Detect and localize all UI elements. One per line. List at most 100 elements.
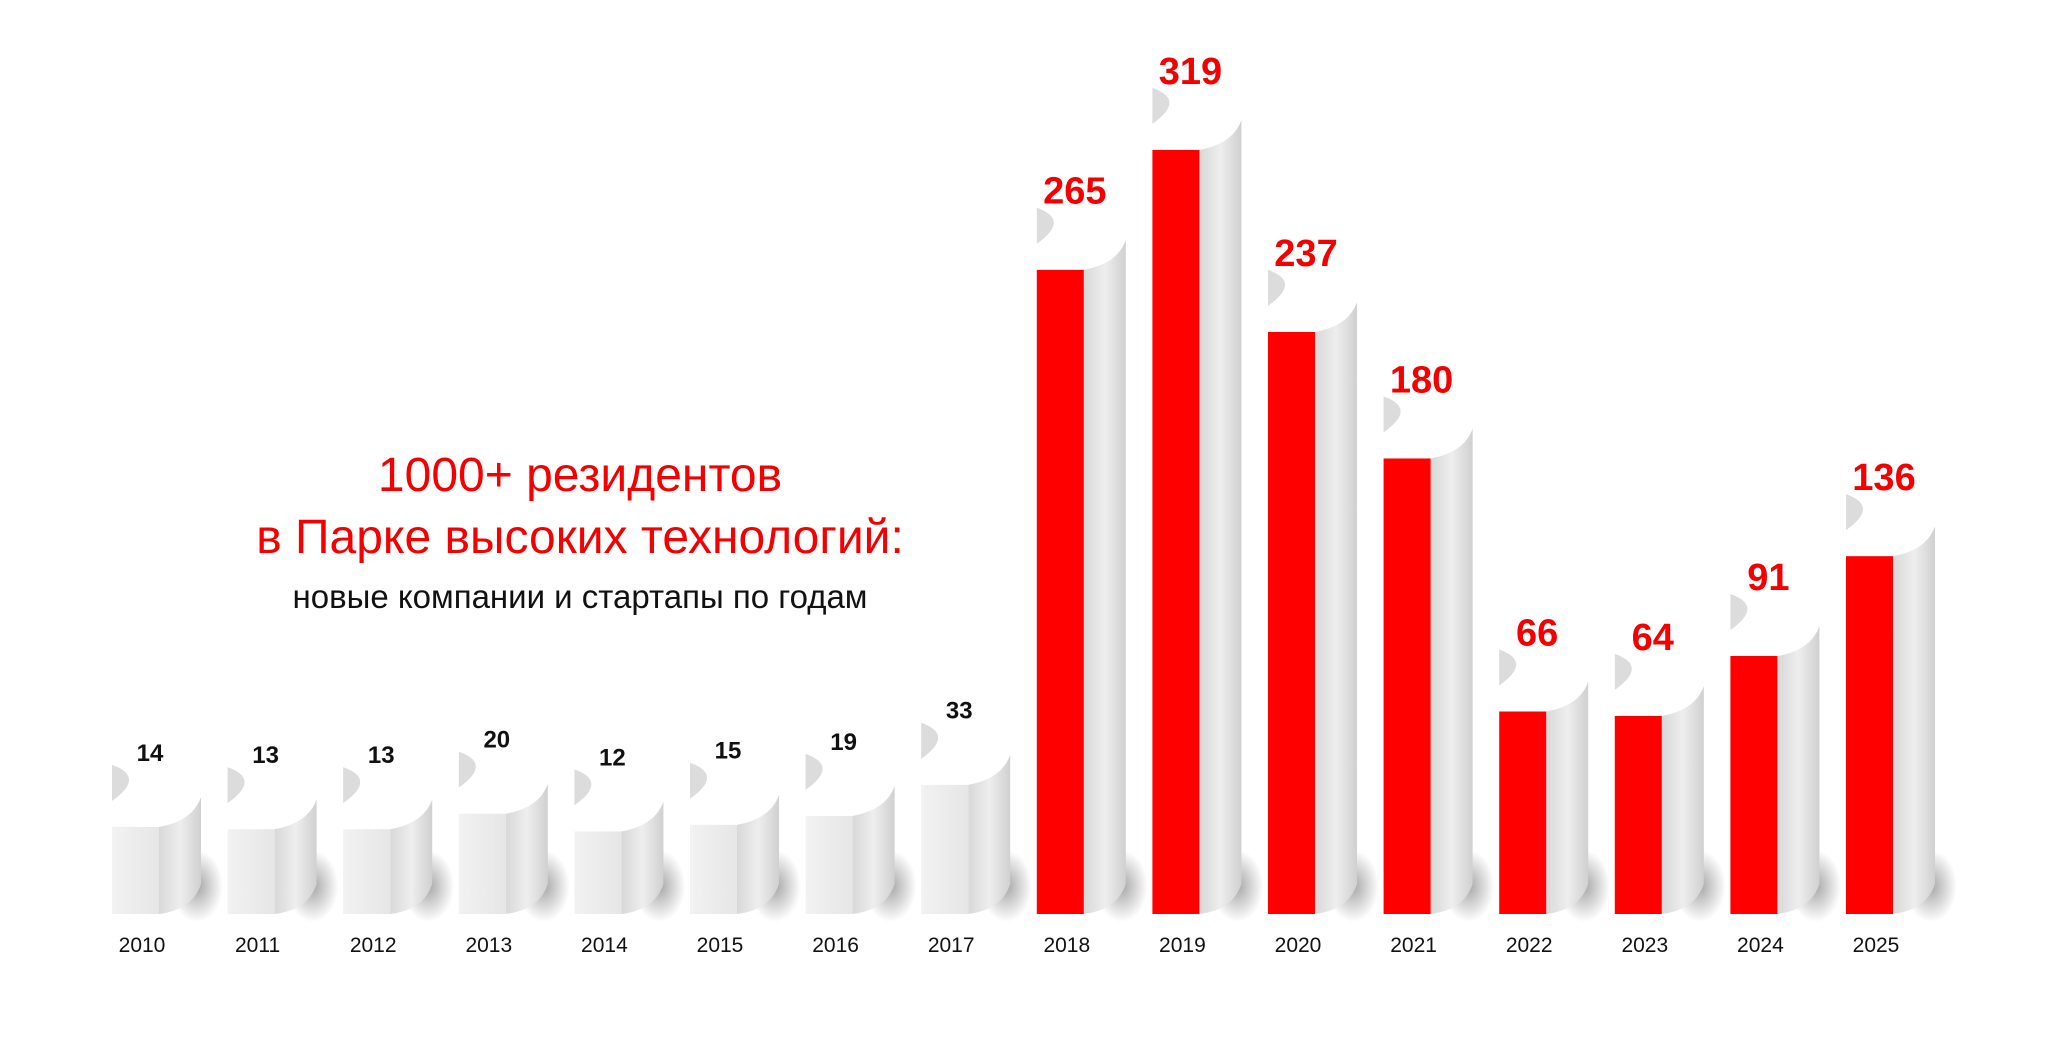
x-tick-label: 2012 [350, 934, 397, 957]
x-tick-label: 2020 [1275, 934, 1322, 957]
x-tick-label: 2021 [1390, 934, 1437, 957]
bar [1036, 269, 1084, 914]
bar-top [1846, 493, 1935, 557]
bar [1383, 458, 1431, 914]
data-label: 91 [1747, 557, 1789, 599]
bar-top-hollow [1383, 396, 1401, 433]
bar-side [1893, 526, 1935, 914]
x-tick-label: 2019 [1159, 934, 1206, 957]
bar-side [621, 801, 664, 914]
bar-top [574, 768, 664, 832]
bar-top [1152, 87, 1242, 150]
bar [574, 831, 622, 914]
x-tick-label: 2013 [465, 934, 512, 957]
bar [690, 824, 737, 914]
bar-top-hollow [690, 762, 707, 799]
data-label: 19 [830, 729, 857, 756]
bar [1499, 711, 1547, 914]
x-tick-label: 2024 [1737, 934, 1784, 957]
bar [458, 813, 506, 914]
bar-top-hollow [112, 764, 129, 801]
data-label: 13 [252, 742, 279, 769]
bar-top-hollow [227, 767, 245, 804]
bar-side [1661, 685, 1704, 914]
data-label: 136 [1852, 457, 1915, 499]
data-label: 66 [1516, 612, 1558, 654]
bar-top [227, 766, 317, 830]
data-label: 64 [1632, 617, 1674, 659]
bar-top-hollow [1730, 593, 1748, 630]
bar-top-hollow [1152, 87, 1170, 124]
bar-side [1546, 681, 1589, 914]
bar [921, 784, 969, 914]
x-tick-label: 2018 [1043, 934, 1090, 957]
bar-top [1268, 269, 1357, 332]
bar [1152, 149, 1200, 914]
bar-side [274, 799, 317, 914]
bar-top [112, 764, 201, 827]
bar-top-hollow [1846, 494, 1863, 531]
bar-side [968, 754, 1011, 914]
bar-top-hollow [1036, 207, 1054, 244]
bar-top [1036, 206, 1126, 270]
bar-side [1315, 301, 1357, 914]
bar [227, 829, 275, 914]
chart-title-line2: в Парке высоких технологий: [256, 511, 904, 564]
bar [112, 826, 159, 914]
bar-top [1499, 648, 1589, 712]
bar-top-hollow [574, 769, 592, 806]
bar-side [1083, 239, 1126, 914]
bar-top [1614, 653, 1704, 716]
data-label: 20 [483, 727, 510, 754]
bar [343, 829, 391, 914]
bar-top-hollow [343, 767, 361, 804]
x-tick-label: 2022 [1506, 934, 1553, 957]
chart-subtitle: новые компании и стартапы по годам [292, 578, 868, 615]
bar-top-hollow [921, 722, 939, 759]
x-tick-label: 2016 [812, 934, 859, 957]
x-tick-label: 2010 [119, 934, 166, 957]
x-tick-label: 2011 [235, 934, 280, 957]
chart-title: 1000+ резидентов [377, 449, 783, 502]
bar-top [343, 766, 433, 830]
data-label: 180 [1390, 359, 1453, 401]
bar-side [852, 785, 895, 914]
bar-top [458, 750, 548, 814]
data-label: 15 [715, 738, 742, 765]
data-label: 237 [1274, 233, 1337, 275]
bar-top [690, 761, 779, 825]
data-label: 319 [1159, 51, 1222, 93]
x-tick-label: 2023 [1621, 934, 1668, 957]
bar [1268, 331, 1315, 914]
bar-top-hollow [805, 753, 823, 790]
x-tick-label: 2014 [581, 934, 628, 957]
x-tick-label: 2025 [1853, 934, 1900, 957]
bar-side [1430, 428, 1473, 914]
bar [1846, 556, 1893, 914]
bar-top [1730, 593, 1820, 656]
bar [1730, 655, 1778, 914]
data-label: 265 [1043, 171, 1106, 213]
bar-top-hollow [458, 751, 476, 788]
bar [805, 815, 853, 914]
bar-side [1199, 119, 1242, 914]
bar [1614, 715, 1662, 914]
data-label: 12 [599, 744, 626, 771]
bar-side [505, 783, 548, 914]
bar-side [390, 799, 433, 914]
bar-top [805, 753, 895, 816]
data-label: 13 [368, 742, 395, 769]
x-tick-label: 2017 [928, 934, 975, 957]
bar-side [1777, 625, 1820, 914]
bar-top [1383, 395, 1473, 459]
bar-top-hollow [1614, 653, 1632, 690]
bar-side [737, 794, 779, 914]
bar-top-hollow [1268, 269, 1285, 306]
data-label: 14 [137, 740, 164, 767]
bar-top-hollow [1499, 649, 1517, 686]
bar-top [921, 721, 1011, 785]
x-tick-label: 2015 [697, 934, 744, 957]
data-label: 33 [946, 698, 973, 725]
bar-side [159, 796, 201, 914]
